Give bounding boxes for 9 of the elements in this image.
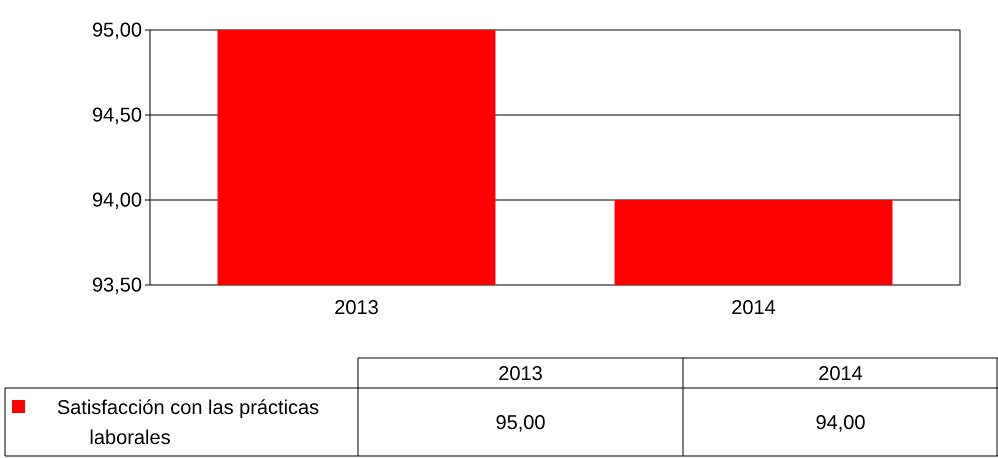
- data-label: 94,00: [815, 412, 866, 434]
- y-tick-label: 94,50: [92, 104, 142, 126]
- y-tick-label: 94,00: [92, 189, 142, 212]
- y-tick-label: 95,00: [92, 19, 142, 42]
- data-label: 95,00: [495, 412, 546, 434]
- category-label: 2013: [498, 363, 543, 385]
- legend-label: Satisfacción con las prácticas laborales: [56, 397, 320, 449]
- category-label: 2014: [818, 363, 863, 385]
- y-tick-label: 93,50: [92, 274, 142, 296]
